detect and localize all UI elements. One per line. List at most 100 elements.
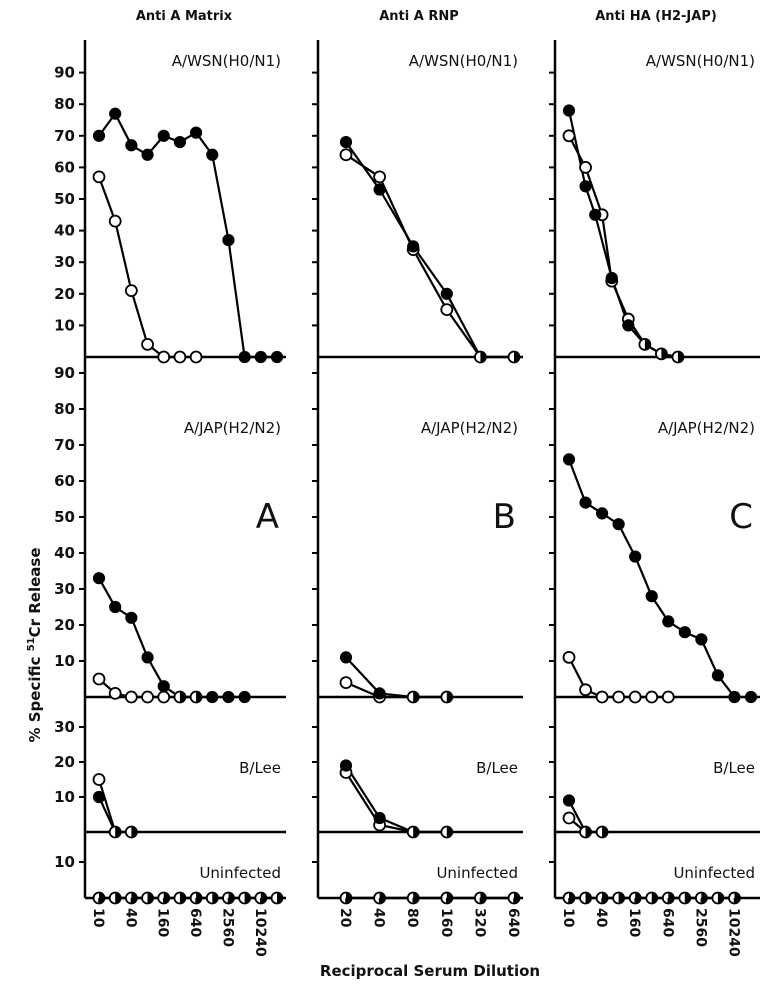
point-half [446, 892, 453, 904]
panel-letter: B [493, 497, 516, 537]
series-line-filled [345, 141, 514, 359]
point-half [446, 691, 453, 703]
point-open [108, 687, 122, 700]
point-half [701, 892, 707, 904]
point-filled [92, 790, 106, 804]
row-4: Uninfected [312, 861, 523, 905]
point-filled [678, 626, 691, 639]
point-filled [141, 148, 154, 161]
point-open [92, 672, 106, 686]
chart-panel-1: Anti A Matrix 10 20 30 40 50 60 70 80 90 A/WSN(H0/… [54, 9, 286, 957]
y-tick-label: 20 [54, 616, 75, 634]
point-filled [373, 687, 386, 700]
point-half [131, 826, 137, 838]
chart-panel-3: Anti HA (H2-JAP) A/WSN(H0/N1) A/JAP(H2/N2)… [549, 9, 760, 957]
point-filled [222, 233, 235, 247]
point-open [157, 690, 171, 704]
panel-title: Anti A RNP [379, 9, 459, 24]
point-filled [612, 518, 625, 531]
point-open [189, 350, 203, 364]
y-tick-label: 60 [54, 158, 75, 176]
point-half [147, 892, 154, 904]
point-half [585, 826, 592, 838]
virus-label: A/JAP(H2/N2) [658, 419, 755, 437]
virus-label: A/JAP(H2/N2) [184, 419, 281, 437]
y-tick-label: 90 [54, 364, 75, 382]
y-tick-label: 50 [54, 190, 75, 208]
point-half [196, 691, 202, 703]
x-axis-label: Reciprocal Serum Dilution [320, 962, 540, 980]
x-tick-label: 40 [593, 908, 609, 928]
point-filled [157, 680, 170, 693]
point-half [163, 892, 170, 904]
y-tick-label: 20 [54, 285, 75, 303]
x-tick-label: 10240 [725, 908, 741, 957]
point-open [124, 690, 138, 704]
row-1: 10 20 30 40 50 60 70 80 90 A/WSN(H0/N1) [54, 52, 286, 364]
x-tick-label: 320 [471, 908, 487, 937]
point-open [339, 148, 353, 162]
point-half [131, 892, 137, 904]
point-half [480, 892, 486, 904]
point-half [379, 892, 386, 904]
virus-label: B/Lee [713, 759, 755, 777]
x-tick-label: 640 [187, 908, 203, 937]
panel-title: Anti HA (H2-JAP) [595, 9, 717, 24]
point-filled [141, 651, 154, 664]
point-half [635, 892, 641, 904]
y-tick-label: 20 [54, 753, 75, 771]
series-line-filled [345, 764, 447, 834]
point-filled [339, 759, 353, 772]
point-filled [589, 208, 602, 221]
point-filled [407, 240, 420, 253]
point-half [115, 892, 121, 904]
point-filled [173, 136, 187, 149]
point-filled [579, 496, 592, 509]
point-half [602, 892, 608, 904]
virus-label: B/Lee [239, 759, 281, 777]
point-filled [605, 271, 618, 285]
point-half [585, 892, 592, 904]
point-half [514, 892, 520, 904]
series-line-filled [567, 459, 751, 699]
point-open [579, 683, 592, 697]
point-open [339, 676, 353, 689]
point-half [413, 892, 419, 904]
y-tick-label: 90 [54, 64, 75, 82]
y-tick-label: 80 [54, 95, 75, 113]
point-half [115, 826, 121, 838]
virus-label: Uninfected [673, 864, 755, 882]
point-open [124, 284, 138, 298]
x-tick-label: 2560 [692, 908, 708, 947]
row-2: A/JAP(H2/N2) [312, 372, 523, 704]
point-filled [125, 611, 138, 624]
row-3: B/Lee [312, 726, 523, 839]
panel-title: Anti A Matrix [136, 9, 233, 24]
chart-panel-2: Anti A RNP A/WSN(H0/N1) A/JAP(H2/N2) B/Lee U… [312, 9, 523, 937]
point-filled [206, 690, 219, 704]
point-open [612, 690, 626, 704]
point-half [413, 826, 419, 838]
point-half [346, 892, 352, 904]
virus-label: A/WSN(H0/N1) [172, 52, 281, 70]
x-tick-label: 640 [659, 908, 675, 937]
point-filled [562, 453, 576, 466]
point-filled [645, 590, 658, 603]
y-tick-label: 40 [54, 222, 75, 240]
point-open [562, 129, 576, 143]
y-tick-label: 70 [54, 436, 75, 454]
virus-label: A/JAP(H2/N2) [421, 419, 518, 437]
point-filled [562, 104, 576, 117]
point-half [618, 892, 625, 904]
x-tick-label: 160 [438, 908, 454, 937]
point-half [99, 892, 105, 904]
series-line-filled [98, 111, 277, 359]
point-open [661, 690, 675, 704]
point-filled [222, 690, 235, 704]
point-filled [373, 183, 386, 196]
x-tick-label: 10240 [252, 908, 268, 957]
x-tick-label: 10 [90, 908, 106, 928]
y-tick-label: 40 [54, 544, 75, 562]
point-open [595, 690, 609, 704]
